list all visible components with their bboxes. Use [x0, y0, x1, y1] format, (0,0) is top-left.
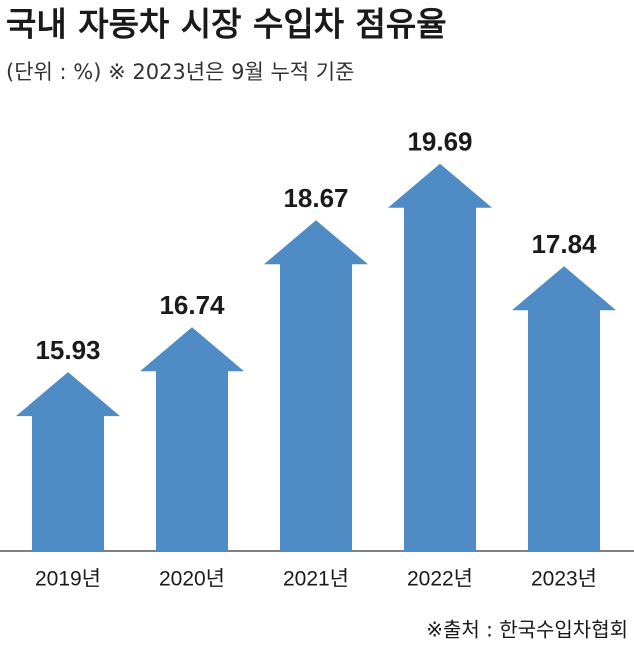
value-label: 19.69: [407, 127, 472, 157]
chart-subtitle: (단위 : %) ※ 2023년은 9월 누적 기준: [6, 60, 354, 84]
x-tick-label: 2022년: [407, 568, 473, 591]
value-label: 17.84: [531, 229, 597, 259]
x-tick-label: 2020년: [159, 568, 225, 591]
arrow-bar: [264, 220, 368, 551]
arrow-bar: [512, 266, 616, 551]
source: ※출처 : 한국수입차협회: [426, 618, 628, 642]
x-tick-label: 2019년: [35, 568, 101, 591]
value-label: 15.93: [35, 335, 100, 365]
chart-title: 국내 자동차 시장 수입차 점유율: [6, 5, 447, 44]
arrow-bar: [16, 372, 120, 551]
arrow-bar: [388, 163, 492, 552]
value-label: 16.74: [159, 290, 225, 320]
value-label: 18.67: [283, 183, 348, 213]
arrow-bar: [140, 327, 244, 551]
x-tick-label: 2021년: [283, 568, 349, 591]
x-tick-label: 2023년: [531, 568, 597, 591]
